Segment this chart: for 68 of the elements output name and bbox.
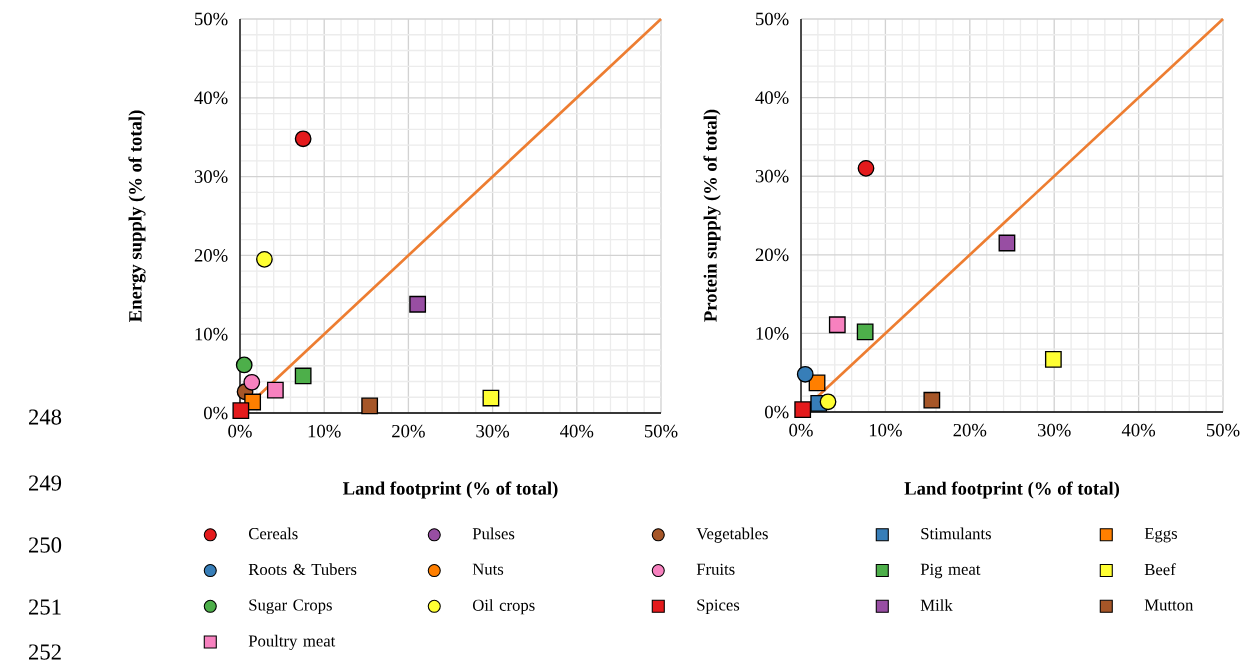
- point: [856, 323, 874, 341]
- point: [828, 316, 846, 334]
- y-tick-label: 0%: [765, 405, 789, 419]
- legend-label: Poultry meat: [248, 634, 336, 651]
- y-tick-label: 20%: [755, 248, 789, 262]
- legend-label: Milk: [920, 599, 953, 611]
- point: [998, 234, 1016, 252]
- point: [256, 250, 273, 268]
- legend-label: Stimulants: [921, 527, 991, 540]
- y-tick-label: 30%: [755, 169, 789, 183]
- y-tick-label: 50%: [195, 12, 228, 26]
- legend-label: Vegetables: [696, 527, 768, 543]
- text: 250: [29, 537, 62, 553]
- point: [409, 295, 427, 313]
- legend-label: Nuts: [472, 563, 504, 575]
- y-tick-label: 10%: [756, 327, 789, 340]
- point: [266, 381, 284, 399]
- point: [794, 401, 812, 419]
- point: [235, 356, 253, 374]
- y-tick-label: 50%: [756, 12, 789, 26]
- point: [232, 402, 250, 420]
- legend-label: Sugar Crops: [249, 599, 332, 615]
- legend-label: Mutton: [1144, 599, 1194, 611]
- point: [482, 389, 500, 407]
- y-tick-label: 40%: [755, 91, 789, 104]
- point: [294, 367, 312, 385]
- x-tick-label: 40%: [1121, 423, 1156, 437]
- x-axis-title: Land footprint (% of total): [342, 481, 558, 499]
- point: [361, 397, 379, 415]
- legend-label: Spices: [697, 599, 740, 615]
- y-tick-label: 0%: [204, 406, 228, 420]
- x-tick-label: 0%: [789, 423, 813, 437]
- x-tick-label: 40%: [560, 424, 594, 438]
- legend-label: Pig meat: [920, 563, 981, 579]
- legend-label: Fruits: [696, 563, 735, 575]
- point: [243, 373, 261, 391]
- legend-label: Eggs: [1144, 527, 1177, 543]
- x-tick-label: 20%: [953, 423, 987, 437]
- legend-label: Beef: [1144, 563, 1176, 576]
- legend-label: Roots & Tubers: [248, 563, 357, 576]
- y-tick-label: 40%: [194, 91, 228, 105]
- x-axis-title: Land footprint (% of total): [904, 481, 1120, 499]
- point: [819, 393, 837, 411]
- point: [294, 130, 312, 148]
- x-tick-label: 10%: [869, 423, 902, 437]
- point: [923, 391, 941, 409]
- legend-label: Oil crops: [472, 599, 535, 615]
- y-tick-label: 20%: [194, 249, 228, 262]
- x-tick-label: 30%: [1038, 423, 1071, 437]
- point: [857, 159, 875, 177]
- text: 249: [29, 475, 62, 491]
- point: [796, 365, 814, 383]
- x-tick-label: 10%: [308, 424, 341, 438]
- text: 248: [29, 409, 62, 425]
- x-tick-label: 50%: [644, 424, 678, 438]
- x-tick-label: 20%: [392, 424, 425, 438]
- legend-label: Cereals: [248, 527, 298, 540]
- y-tick-label: 10%: [195, 327, 228, 341]
- text: 252: [29, 644, 61, 660]
- legend-label: Pulses: [472, 527, 515, 540]
- x-tick-label: 0%: [228, 424, 252, 438]
- text: 251: [29, 599, 61, 615]
- y-axis-title: Energy supply (% of total): [128, 110, 146, 322]
- x-tick-label: 30%: [476, 424, 510, 438]
- y-axis-title: Protein supply (% of total): [703, 109, 721, 322]
- x-tick-label: 50%: [1206, 423, 1240, 437]
- y-tick-label: 30%: [194, 170, 228, 183]
- point: [1044, 350, 1062, 368]
